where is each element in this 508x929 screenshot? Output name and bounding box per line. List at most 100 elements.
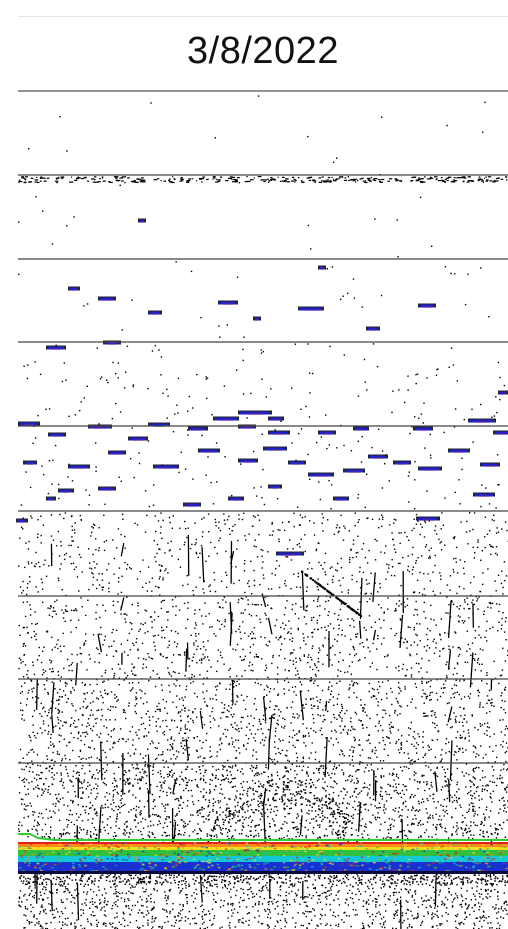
noise-speck xyxy=(182,780,185,782)
noise-speck xyxy=(448,750,450,753)
noise-speck xyxy=(298,542,300,545)
noise-speck xyxy=(397,562,400,565)
noise-speck xyxy=(402,556,404,559)
noise-speck xyxy=(366,583,368,585)
noise-speck xyxy=(411,743,413,745)
noise-speck xyxy=(343,755,345,757)
noise-speck xyxy=(329,760,332,762)
noise-speck xyxy=(383,748,385,750)
noise-speck xyxy=(480,636,482,639)
noise-speck xyxy=(326,654,328,656)
noise-speck xyxy=(501,777,503,779)
noise-speck xyxy=(108,587,110,590)
noise-speck xyxy=(67,791,69,793)
noise-speck xyxy=(20,685,23,687)
noise-speck xyxy=(468,837,470,839)
noise-speck xyxy=(162,753,164,755)
noise-speck xyxy=(158,349,160,351)
noise-speck xyxy=(422,731,424,733)
noise-speck xyxy=(439,650,441,652)
noise-speck xyxy=(312,802,314,805)
noise-speck xyxy=(194,708,196,710)
noise-speck xyxy=(201,747,203,749)
noise-speck xyxy=(202,641,205,643)
noise-speck xyxy=(398,594,400,596)
noise-speck xyxy=(18,828,20,830)
noise-speck xyxy=(31,828,33,830)
noise-speck xyxy=(212,717,215,719)
noise-speck xyxy=(18,624,20,627)
noise-speck xyxy=(381,681,384,683)
noise-speck xyxy=(180,819,183,821)
noise-speck xyxy=(328,686,330,688)
noise-speck xyxy=(338,624,340,626)
noise-speck xyxy=(364,808,367,811)
noise-speck xyxy=(450,718,452,720)
noise-speck xyxy=(432,640,434,643)
noise-speck xyxy=(485,630,488,632)
noise-speck xyxy=(215,774,217,777)
noise-speck xyxy=(190,814,192,816)
noise-speck xyxy=(197,645,199,647)
noise-speck xyxy=(281,726,283,728)
noise-speck xyxy=(499,719,501,721)
noise-speck xyxy=(478,767,480,769)
noise-speck xyxy=(60,545,62,547)
noise-speck xyxy=(179,804,182,806)
noise-speck xyxy=(236,643,239,646)
noise-speck xyxy=(422,756,424,759)
noise-speck xyxy=(386,697,388,699)
noise-speck xyxy=(389,824,391,827)
noise-speck xyxy=(99,831,102,833)
noise-speck xyxy=(446,179,449,182)
noise-speck xyxy=(417,810,420,812)
noise-speck xyxy=(230,178,233,180)
noise-speck xyxy=(454,667,456,669)
noise-speck xyxy=(184,674,186,677)
noise-speck xyxy=(92,701,94,703)
noise-speck xyxy=(160,512,162,514)
noise-speck xyxy=(395,551,397,553)
noise-speck xyxy=(491,704,493,707)
noise-speck xyxy=(328,479,330,482)
noise-speck xyxy=(451,801,454,803)
noise-speck xyxy=(390,687,392,690)
noise-speck xyxy=(50,830,52,832)
noise-speck xyxy=(337,741,339,744)
noise-speck xyxy=(424,176,426,178)
noise-speck xyxy=(355,636,357,638)
noise-speck xyxy=(494,180,499,182)
noise-speck xyxy=(217,768,220,771)
noise-speck xyxy=(318,181,322,183)
noise-speck xyxy=(107,381,109,384)
noise-speck xyxy=(493,415,496,417)
noise-speck xyxy=(482,649,484,651)
noise-speck xyxy=(214,590,217,593)
noise-speck xyxy=(407,565,410,568)
noise-speck xyxy=(399,792,401,794)
noise-speck xyxy=(203,646,205,648)
noise-speck xyxy=(365,592,368,594)
noise-speck xyxy=(91,692,93,694)
noise-speck xyxy=(174,779,176,781)
noise-speck xyxy=(472,546,474,549)
noise-speck xyxy=(454,408,457,410)
noise-speck xyxy=(467,543,469,545)
noise-speck xyxy=(500,582,503,585)
noise-speck xyxy=(147,653,149,655)
noise-speck xyxy=(51,243,54,245)
noise-speck xyxy=(455,720,457,722)
noise-speck xyxy=(118,577,120,579)
noise-speck xyxy=(283,807,285,809)
noise-speck xyxy=(232,683,234,685)
noise-speck xyxy=(302,797,304,799)
noise-speck xyxy=(66,818,68,821)
noise-speck xyxy=(303,742,305,744)
noise-speck xyxy=(178,804,181,806)
noise-speck xyxy=(261,497,263,499)
noise-speck xyxy=(329,699,331,701)
noise-speck xyxy=(324,637,326,639)
noise-speck xyxy=(406,604,409,606)
noise-speck xyxy=(182,704,184,707)
noise-speck xyxy=(364,593,366,595)
